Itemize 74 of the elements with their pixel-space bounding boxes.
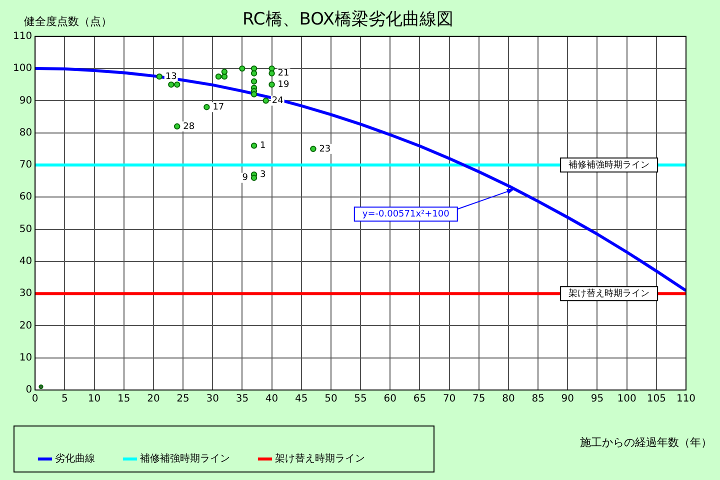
point xyxy=(250,91,258,98)
point xyxy=(239,65,246,72)
x-tick-label: 65 xyxy=(413,394,426,405)
annotation: 架け替え時期ライン xyxy=(568,288,650,299)
chart-title: RC橋、BOX橋梁劣化曲線図 xyxy=(242,10,454,30)
point xyxy=(168,82,174,88)
y-tick-label: 110 xyxy=(12,30,32,42)
point xyxy=(250,65,258,72)
legend-label: 架け替え時期ライン xyxy=(275,452,365,465)
point xyxy=(215,73,222,80)
annotation: 9 xyxy=(242,173,248,184)
y-tick-label: 20 xyxy=(19,320,32,332)
point xyxy=(174,82,180,88)
annotation: 24 xyxy=(272,96,284,106)
point xyxy=(250,142,258,149)
point xyxy=(262,98,269,104)
x-tick-label: 55 xyxy=(354,394,367,405)
annotation: 23 xyxy=(319,144,331,154)
x-tick-label: 10 xyxy=(88,394,101,405)
annotation: 補修補強時期ライン xyxy=(568,159,650,170)
y-tick-label: 10 xyxy=(19,352,32,364)
x-tick-label: 85 xyxy=(532,394,544,405)
y-tick-label: 50 xyxy=(19,224,32,235)
x-tick-label: 5 xyxy=(61,394,68,405)
point xyxy=(38,384,44,390)
x-tick-label: 40 xyxy=(265,394,278,405)
x-tick-label: 25 xyxy=(176,394,190,405)
annotation: 1 xyxy=(260,141,266,152)
legend-label: 補修補強時期ライン xyxy=(140,452,230,465)
x-axis-title: 施工からの経過年数（年） xyxy=(580,436,712,449)
y-tick-label: 90 xyxy=(19,95,32,106)
x-tick-label: 90 xyxy=(561,394,574,405)
x-tick-label: 75 xyxy=(472,394,486,405)
x-tick-label: 45 xyxy=(295,394,308,405)
point xyxy=(204,104,210,110)
x-tick-label: 50 xyxy=(324,394,338,405)
y-tick-label: 40 xyxy=(19,256,32,268)
y-tick-label: 80 xyxy=(19,127,32,138)
point xyxy=(221,68,228,75)
annotation: y=-0.00571x²+100 xyxy=(362,209,450,220)
point xyxy=(250,174,258,181)
y-tick-label: 60 xyxy=(19,192,32,203)
point xyxy=(310,146,316,152)
annotation: 28 xyxy=(183,122,195,132)
x-tick-label: 95 xyxy=(590,394,604,405)
y-tick-label: 70 xyxy=(19,160,32,171)
y-axis-title: 健全度点数（点） xyxy=(24,14,112,28)
legend-label: 劣化曲線 xyxy=(55,452,95,465)
annotation: 3 xyxy=(260,170,266,180)
annotation: 17 xyxy=(212,102,224,112)
annotation: 19 xyxy=(278,80,290,90)
point xyxy=(268,82,275,88)
point xyxy=(250,78,258,85)
x-tick-label: 20 xyxy=(147,394,160,405)
x-tick-label: 70 xyxy=(442,394,456,405)
x-tick-label: 110 xyxy=(676,394,696,405)
x-tick-label: 15 xyxy=(117,394,130,405)
point xyxy=(250,70,258,76)
x-tick-label: 60 xyxy=(384,394,396,405)
point xyxy=(156,73,162,80)
x-tick-label: 100 xyxy=(617,394,636,405)
point xyxy=(268,65,275,72)
x-tick-label: 30 xyxy=(206,394,219,405)
point xyxy=(174,123,180,130)
x-tick-label: 80 xyxy=(502,394,515,405)
y-tick-label: 100 xyxy=(12,63,32,74)
annotation: 21 xyxy=(278,68,290,79)
x-tick-label: 105 xyxy=(646,394,666,405)
point xyxy=(221,73,228,80)
y-tick-label: 30 xyxy=(19,288,32,300)
y-tick-label: 0 xyxy=(26,384,32,396)
annotation: 13 xyxy=(165,72,177,82)
x-tick-label: 35 xyxy=(236,394,249,405)
point xyxy=(268,70,275,76)
